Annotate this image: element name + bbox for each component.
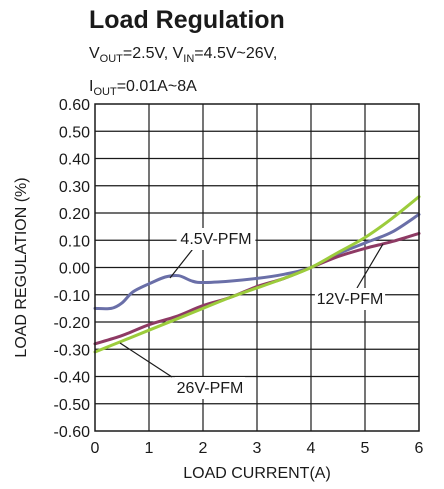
- annotation-layer: 4.5V-PFM 12V-PFM 26V-PFM: [119, 228, 386, 399]
- y-tick-label: 0.20: [59, 206, 90, 223]
- chart-subtitle-current: IOUT=0.01A~8A: [89, 78, 197, 98]
- chart-title: Load Regulation: [89, 6, 285, 34]
- x-tick-label: 1: [145, 440, 154, 457]
- y-tick-label: 0.10: [59, 233, 90, 250]
- series-layer: [93, 195, 421, 354]
- tick-labels: 0 1 2 3 4 5 6 0.60 0.50 0.40 0.30 0.20 0.10 0.00 -0.10…: [54, 97, 424, 457]
- y-tick-label: 0.40: [59, 152, 90, 169]
- y-tick-label: 0.50: [59, 124, 90, 141]
- annotation-leader: [169, 244, 197, 279]
- x-tick-label: 4: [307, 440, 316, 457]
- x-tick-label: 6: [415, 440, 424, 457]
- y-tick-label: -0.10: [54, 288, 91, 305]
- x-axis-label: LOAD CURRENT(A): [183, 465, 331, 482]
- x-tick-label: 2: [199, 440, 208, 457]
- y-tick-label: 0.60: [59, 97, 90, 114]
- annotation-leader: [356, 243, 384, 289]
- y-tick-label: -0.30: [54, 342, 91, 359]
- series-line-4p5v-pfm: [93, 212, 421, 311]
- plot-frame: [94, 103, 420, 432]
- series-line-26v-pfm: [93, 195, 421, 354]
- y-tick-label: 0.00: [59, 261, 90, 278]
- annotation-4p5v-pfm: 4.5V-PFM: [180, 231, 251, 248]
- annotation-box: [176, 228, 256, 250]
- annotation-box: [314, 288, 386, 310]
- y-tick-label: -0.20: [54, 315, 91, 332]
- grid: [95, 104, 419, 431]
- y-tick-label: -0.60: [54, 424, 91, 441]
- x-tick-label: 0: [91, 440, 100, 457]
- x-tick-label: 3: [253, 440, 262, 457]
- annotation-leader: [119, 342, 173, 378]
- y-axis-label: LOAD REGULATION (%): [13, 177, 30, 357]
- annotation-12v-pfm: 12V-PFM: [317, 291, 384, 308]
- annotation-box: [174, 377, 246, 399]
- y-tick-label: -0.40: [54, 370, 91, 387]
- y-tick-label: 0.30: [59, 179, 90, 196]
- x-tick-label: 5: [361, 440, 370, 457]
- chart-subtitle-conditions: VOUT=2.5V, VIN=4.5V~26V,: [89, 45, 278, 65]
- y-tick-label: -0.50: [54, 397, 91, 414]
- annotation-26v-pfm: 26V-PFM: [177, 380, 244, 397]
